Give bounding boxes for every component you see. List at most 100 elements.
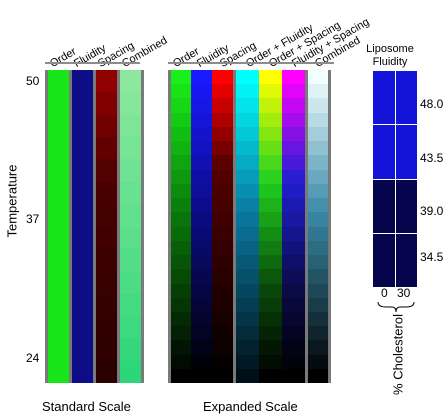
scale-cell — [259, 198, 282, 213]
scale-cell — [96, 114, 117, 138]
scale-cell — [308, 340, 328, 355]
scale-cell — [236, 354, 259, 369]
scale-cell — [259, 70, 282, 85]
scale-cell — [236, 212, 259, 227]
scale-cell — [96, 70, 117, 93]
exp-frame-line — [168, 62, 334, 64]
scale-cell — [282, 70, 305, 85]
scale-cell — [259, 84, 282, 99]
scale-cell — [282, 326, 305, 341]
scale-cell — [96, 159, 117, 182]
scale-cell — [282, 297, 305, 312]
scale-cell — [282, 183, 305, 199]
scale-cell — [259, 112, 282, 127]
scale-cell — [212, 155, 233, 170]
scale-cell — [282, 84, 305, 99]
scale-cell — [236, 240, 259, 256]
scale-cell — [308, 155, 328, 170]
scale-cell — [236, 70, 259, 85]
temp-tick-50: 50 — [26, 74, 40, 88]
scale-cell — [308, 70, 328, 85]
scale-cell — [212, 354, 233, 369]
scale-cell — [259, 368, 282, 384]
scale-cell — [212, 169, 233, 184]
scale-cell — [191, 183, 212, 199]
scale-cell — [308, 112, 328, 127]
standard-scale-panel — [45, 70, 144, 384]
scale-cell — [282, 311, 305, 327]
std-frame-line — [45, 62, 140, 64]
scale-cell — [259, 155, 282, 170]
scale-cell — [120, 92, 141, 115]
scale-cell — [236, 226, 259, 241]
exp-strip-fluidity-spacing — [282, 70, 305, 384]
scale-cell — [212, 198, 233, 213]
scale-cell — [191, 98, 212, 113]
separator — [45, 70, 48, 383]
separator — [328, 70, 331, 383]
liposome-cell — [395, 233, 417, 287]
scale-cell — [259, 226, 282, 241]
exp-strip-order — [171, 70, 191, 384]
scale-cell — [212, 112, 233, 127]
scale-cell — [236, 98, 259, 113]
temperature-axis-label: Temperature — [4, 164, 20, 238]
std-strip-order — [48, 70, 69, 383]
scale-cell — [282, 240, 305, 256]
scale-cell — [259, 240, 282, 256]
scale-cell — [236, 169, 259, 184]
scale-cell — [212, 84, 233, 99]
scale-cell — [120, 360, 141, 384]
scale-cell — [308, 368, 328, 384]
scale-cell — [282, 198, 305, 213]
scale-cell — [259, 126, 282, 142]
lipo-value-34-5: 34.5 — [420, 250, 444, 264]
scale-cell — [171, 212, 191, 227]
scale-cell — [308, 98, 328, 113]
liposome-cell — [373, 71, 395, 125]
lipo-value-48: 48.0 — [420, 97, 444, 111]
scale-cell — [259, 283, 282, 298]
scale-cell — [236, 368, 259, 384]
scale-cell — [191, 240, 212, 256]
scale-cell — [96, 338, 117, 361]
liposome-cell — [373, 125, 395, 179]
scale-cell — [96, 204, 117, 227]
scale-cell — [236, 340, 259, 355]
scale-cell — [191, 112, 212, 127]
scale-cell — [96, 137, 117, 160]
exp-strip-order-spacing — [259, 70, 282, 384]
scale-cell — [236, 141, 259, 156]
exp-strip-combined — [308, 70, 328, 384]
scale-cell — [96, 271, 117, 294]
scale-cell — [308, 183, 328, 199]
scale-cell — [282, 354, 305, 369]
scale-cell — [308, 226, 328, 241]
scale-cell — [308, 198, 328, 213]
scale-cell — [191, 283, 212, 298]
scale-cell — [171, 255, 191, 270]
std-strip-spacing — [96, 70, 117, 384]
scale-cell — [259, 297, 282, 312]
scale-cell — [236, 198, 259, 213]
temp-tick-37: 37 — [26, 212, 40, 226]
scale-cell — [259, 141, 282, 156]
scale-cell — [171, 226, 191, 241]
scale-cell — [282, 255, 305, 270]
scale-cell — [308, 255, 328, 270]
scale-cell — [212, 311, 233, 327]
scale-cell — [171, 141, 191, 156]
scale-cell — [171, 84, 191, 99]
separator — [168, 70, 171, 383]
scale-cell — [96, 315, 117, 339]
scale-cell — [236, 183, 259, 199]
scale-cell — [212, 269, 233, 284]
scale-cell — [308, 126, 328, 142]
scale-cell — [120, 315, 141, 339]
scale-cell — [282, 368, 305, 384]
scale-cell — [308, 354, 328, 369]
scale-cell — [120, 137, 141, 160]
scale-cell — [171, 326, 191, 341]
scale-cell — [171, 112, 191, 127]
scale-cell — [191, 198, 212, 213]
